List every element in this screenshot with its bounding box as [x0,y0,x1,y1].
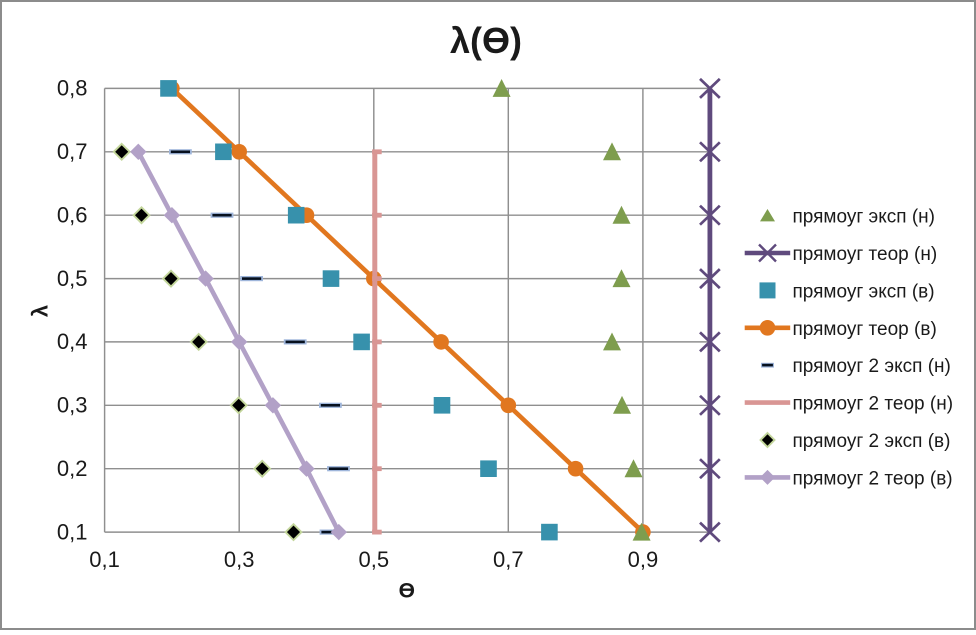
svg-text:прямоуг теор (в): прямоуг теор (в) [793,319,937,340]
svg-text:λ: λ [28,305,53,317]
svg-text:прямоуг эксп (в): прямоуг эксп (в) [793,281,935,302]
svg-text:0,5: 0,5 [359,547,390,572]
svg-text:0,7: 0,7 [493,547,524,572]
svg-text:0,7: 0,7 [57,139,88,164]
svg-text:0,2: 0,2 [57,456,88,481]
svg-text:0,1: 0,1 [57,519,88,544]
svg-text:Ɵ: Ɵ [399,580,415,603]
svg-text:прямоуг 2 теор (н): прямоуг 2 теор (н) [793,394,954,415]
svg-text:0,5: 0,5 [57,266,88,291]
svg-text:0,3: 0,3 [57,393,88,418]
svg-text:λ(Ɵ): λ(Ɵ) [450,20,522,61]
svg-text:прямоуг 2 эксп (н): прямоуг 2 эксп (н) [793,356,951,377]
svg-text:0,1: 0,1 [89,547,120,572]
svg-text:0,8: 0,8 [57,76,88,101]
svg-text:прямоуг теор (н): прямоуг теор (н) [793,244,938,265]
svg-text:прямоуг 2 теор (в): прямоуг 2 теор (в) [793,468,953,489]
svg-text:0,3: 0,3 [224,547,255,572]
svg-text:0,4: 0,4 [57,329,88,354]
svg-text:прямоуг эксп (н): прямоуг эксп (н) [793,207,936,228]
svg-text:прямоуг 2 эксп (в): прямоуг 2 эксп (в) [793,431,951,452]
svg-text:0,6: 0,6 [57,203,88,228]
svg-text:0,9: 0,9 [628,547,659,572]
